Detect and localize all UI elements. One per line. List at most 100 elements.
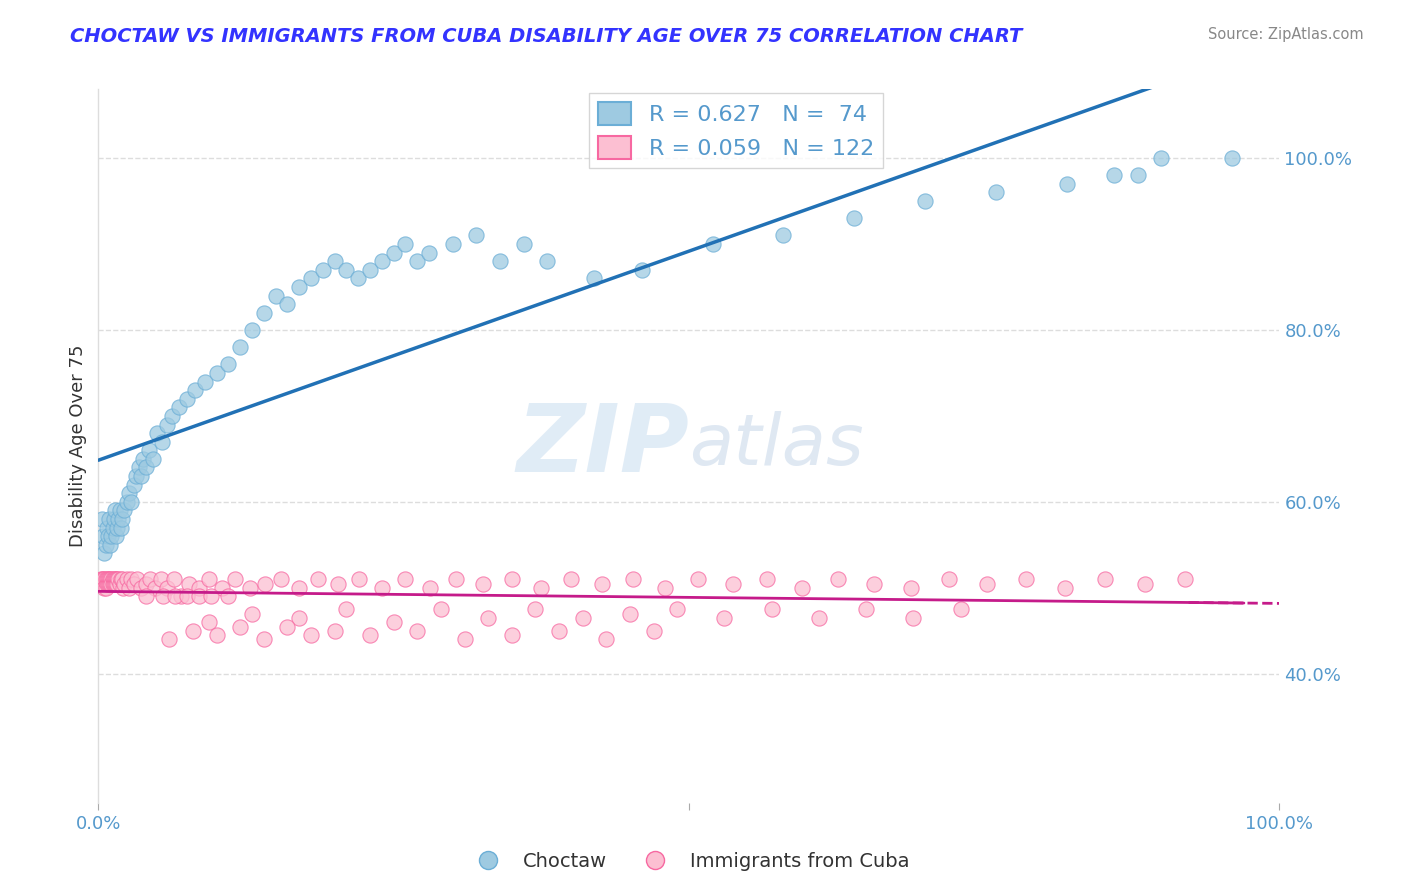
Point: [200, 590, 222, 604]
Point: [100, 572, 122, 586]
Point: [194, 375, 217, 389]
Point: [98, 572, 121, 586]
Point: [107, 572, 129, 586]
Point: [150, 434, 173, 449]
Point: [299, 628, 322, 642]
Point: [152, 590, 174, 604]
Point: [167, 401, 190, 415]
Text: ZIP: ZIP: [516, 400, 689, 492]
Point: [371, 581, 394, 595]
Point: [347, 271, 370, 285]
Point: [132, 451, 155, 466]
Point: [205, 366, 228, 380]
Point: [93, 581, 115, 595]
Point: [108, 576, 131, 591]
Point: [229, 340, 252, 354]
Point: [406, 624, 429, 638]
Point: [382, 245, 405, 260]
Point: [112, 503, 135, 517]
Point: [276, 619, 298, 633]
Point: [335, 602, 357, 616]
Point: [264, 288, 287, 302]
Point: [105, 521, 128, 535]
Point: [128, 460, 150, 475]
Point: [100, 529, 122, 543]
Point: [688, 572, 710, 586]
Point: [465, 228, 488, 243]
Point: [122, 477, 145, 491]
Point: [111, 512, 134, 526]
Point: [138, 443, 160, 458]
Point: [453, 632, 475, 647]
Point: [536, 254, 558, 268]
Point: [328, 576, 350, 591]
Point: [307, 572, 329, 586]
Point: [643, 624, 665, 638]
Y-axis label: Disability Age Over 75: Disability Age Over 75: [69, 344, 87, 548]
Point: [211, 581, 233, 595]
Point: [441, 236, 464, 251]
Point: [276, 297, 298, 311]
Point: [98, 576, 121, 591]
Point: [1056, 177, 1078, 191]
Point: [115, 495, 138, 509]
Point: [1102, 168, 1125, 182]
Point: [323, 624, 346, 638]
Point: [524, 602, 547, 616]
Point: [121, 495, 143, 509]
Point: [270, 572, 292, 586]
Point: [984, 186, 1007, 200]
Point: [394, 236, 416, 251]
Point: [103, 512, 125, 526]
Point: [127, 572, 149, 586]
Point: [198, 572, 221, 586]
Point: [288, 611, 311, 625]
Point: [240, 323, 263, 337]
Point: [98, 538, 121, 552]
Point: [142, 451, 165, 466]
Point: [198, 615, 221, 630]
Point: [335, 262, 357, 277]
Point: [111, 572, 134, 586]
Point: [104, 576, 127, 591]
Point: [217, 590, 239, 604]
Point: [371, 254, 394, 268]
Point: [623, 572, 645, 586]
Point: [118, 486, 141, 500]
Point: [110, 521, 132, 535]
Point: [90, 572, 112, 586]
Point: [229, 619, 252, 633]
Point: [253, 632, 276, 647]
Text: Source: ZipAtlas.com: Source: ZipAtlas.com: [1208, 27, 1364, 42]
Point: [530, 581, 553, 595]
Point: [548, 624, 571, 638]
Point: [938, 572, 960, 586]
Point: [591, 576, 613, 591]
Point: [187, 590, 209, 604]
Point: [844, 211, 866, 226]
Point: [205, 628, 228, 642]
Point: [104, 572, 127, 586]
Text: atlas: atlas: [689, 411, 863, 481]
Point: [394, 572, 416, 586]
Point: [630, 262, 652, 277]
Point: [101, 521, 124, 535]
Point: [160, 409, 183, 423]
Point: [165, 590, 187, 604]
Point: [187, 581, 209, 595]
Point: [181, 624, 204, 638]
Point: [1126, 168, 1149, 182]
Point: [110, 572, 132, 586]
Point: [761, 602, 783, 616]
Point: [176, 392, 198, 406]
Text: CHOCTAW VS IMMIGRANTS FROM CUBA DISABILITY AGE OVER 75 CORRELATION CHART: CHOCTAW VS IMMIGRANTS FROM CUBA DISABILI…: [70, 27, 1022, 45]
Point: [156, 417, 179, 432]
Point: [1014, 572, 1036, 586]
Point: [101, 572, 124, 586]
Point: [489, 254, 512, 268]
Point: [112, 581, 135, 595]
Point: [179, 576, 201, 591]
Point: [312, 262, 335, 277]
Point: [666, 602, 689, 616]
Point: [1133, 576, 1156, 591]
